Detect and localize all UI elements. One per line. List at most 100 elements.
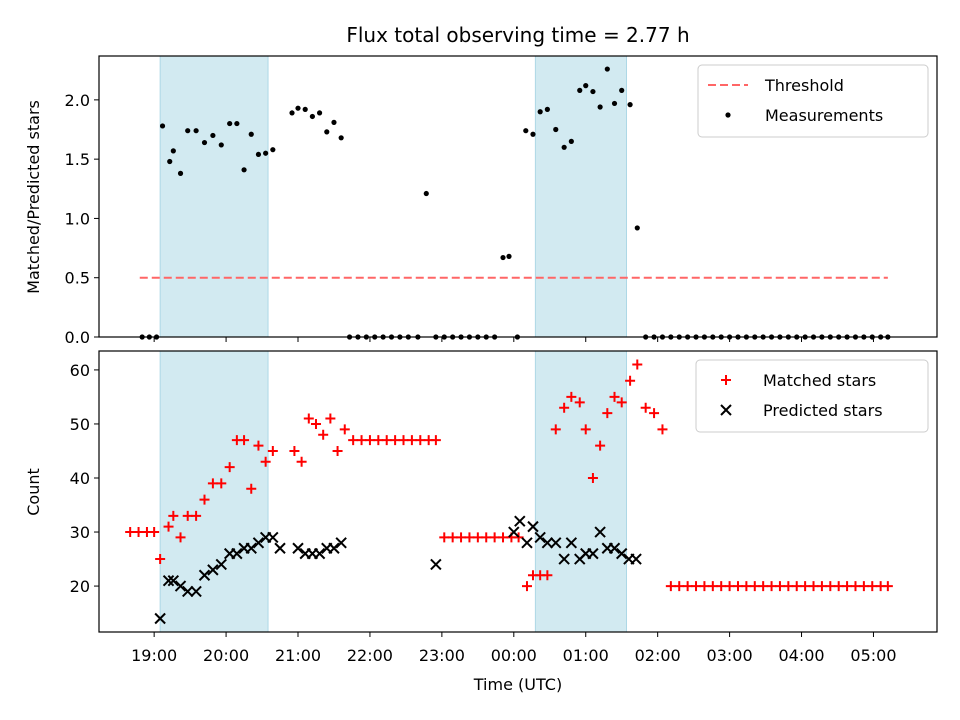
measurement-point (544, 106, 550, 112)
bottom-y-tick-label: 60 (70, 361, 90, 380)
predicted-stars-point (328, 542, 340, 554)
matched-stars-point (191, 510, 202, 521)
matched-stars-point (325, 413, 336, 424)
matched-stars-point (439, 532, 450, 543)
bottom-legend: Matched stars Predicted stars (695, 359, 929, 433)
predicted-stars-point (541, 537, 554, 549)
predicted-stars-point (190, 585, 202, 598)
matched-stars-point (207, 478, 218, 489)
measurement-point (331, 119, 337, 125)
matched-stars-point (632, 359, 643, 370)
x-tick-label: 22:00 (347, 646, 393, 665)
matched-stars-point (580, 424, 591, 435)
measurement-point (523, 128, 529, 134)
matched-stars-point (842, 581, 853, 592)
matched-stars-point (447, 532, 458, 543)
matched-stars-point (682, 581, 693, 592)
predicted-stars-point (615, 547, 628, 560)
predicted-stars-point (231, 547, 243, 560)
matched-stars-point (758, 581, 769, 592)
matched-stars-point (390, 435, 401, 446)
x-tick-label: 01:00 (563, 646, 609, 665)
matched-stars-point (858, 581, 869, 592)
predicted-stars-point (508, 526, 520, 538)
x-tick-label: 04:00 (778, 646, 824, 665)
matched-stars-point (699, 581, 710, 592)
matched-stars-point (216, 478, 227, 489)
x-tick-label: 03:00 (707, 646, 753, 665)
matched-stars-point (373, 435, 384, 446)
x-tick-label: 21:00 (275, 646, 321, 665)
measurement-point (270, 147, 276, 153)
matched-stars-point (381, 435, 392, 446)
matched-stars-point (415, 435, 426, 446)
matched-stars-point (749, 581, 760, 592)
bottom-highlight-span-1 (534, 350, 627, 633)
x-tick-label: 20:00 (203, 646, 249, 665)
matched-stars-point (430, 435, 441, 446)
top-axes-frame (98, 55, 938, 338)
matched-stars-point (521, 581, 532, 592)
matched-stars-point (133, 527, 144, 538)
measurement-point (201, 139, 208, 146)
matched-stars-point (816, 581, 827, 592)
measurement-point (193, 128, 199, 134)
predicted-stars-point (335, 537, 347, 549)
predicted-stars-point (430, 558, 442, 571)
measurement-point (248, 131, 254, 137)
matched-stars-point (356, 435, 367, 446)
matched-stars-point (489, 532, 500, 543)
measurement-point (627, 102, 633, 108)
matched-stars-point (665, 581, 676, 592)
top-y-tick-label: 0.5 (65, 269, 90, 288)
measurement-point (338, 135, 344, 141)
bottom-y-tick-label: 30 (70, 523, 90, 542)
matched-stars-point (168, 510, 179, 521)
matched-stars-point (155, 554, 166, 565)
measurement-point (234, 120, 240, 127)
measurement-point (604, 66, 610, 72)
predicted-stars-point (207, 564, 219, 576)
predicted-stars-point (630, 553, 642, 565)
measurement-point (227, 120, 233, 127)
bottom-panel: 20 30 40 50 60 19:00 20:00 21:00 22:00 23:00 00:00… (70, 350, 938, 665)
predicted-stars-point (534, 531, 546, 544)
x-tick-label: 05:00 (850, 646, 896, 665)
matched-stars-point (296, 456, 307, 467)
matched-stars-point (791, 581, 802, 592)
measurement-point (577, 87, 583, 93)
predicted-stars-point (252, 537, 265, 549)
measurement-point (324, 129, 330, 135)
matched-stars-point (224, 462, 235, 473)
matched-stars-point (640, 402, 651, 413)
matched-stars-point (574, 397, 585, 408)
bottom-axes-frame (98, 350, 938, 633)
measurement-point (295, 105, 301, 111)
predicted-stars-point (521, 537, 533, 549)
matched-stars-point (595, 440, 606, 451)
matched-stars-point (175, 532, 186, 543)
legend-label: Threshold (764, 76, 844, 95)
predicted-stars-point (167, 574, 180, 587)
matched-stars-point (691, 581, 702, 592)
measurement-point (159, 123, 166, 129)
matched-stars-point (808, 581, 819, 592)
measurement-point (590, 88, 596, 95)
measurement-point (316, 110, 323, 116)
matched-stars-point (239, 435, 250, 446)
predicted-stars-point (565, 537, 578, 549)
matched-stars-point (253, 440, 264, 451)
matched-stars-point (310, 418, 321, 429)
x-tick-label: 23:00 (419, 646, 465, 665)
predicted-stars-point (245, 542, 257, 554)
measurement-point (210, 132, 216, 139)
predicted-stars-point (154, 612, 166, 625)
matched-stars-point (825, 581, 836, 592)
measurement-point (255, 151, 262, 158)
predicted-stars-point (292, 542, 304, 554)
predicted-stars-point (527, 520, 539, 533)
measurement-point (423, 190, 429, 197)
measurement-point (530, 131, 536, 137)
predicted-stars-point (550, 537, 562, 549)
matched-stars-point (657, 424, 668, 435)
